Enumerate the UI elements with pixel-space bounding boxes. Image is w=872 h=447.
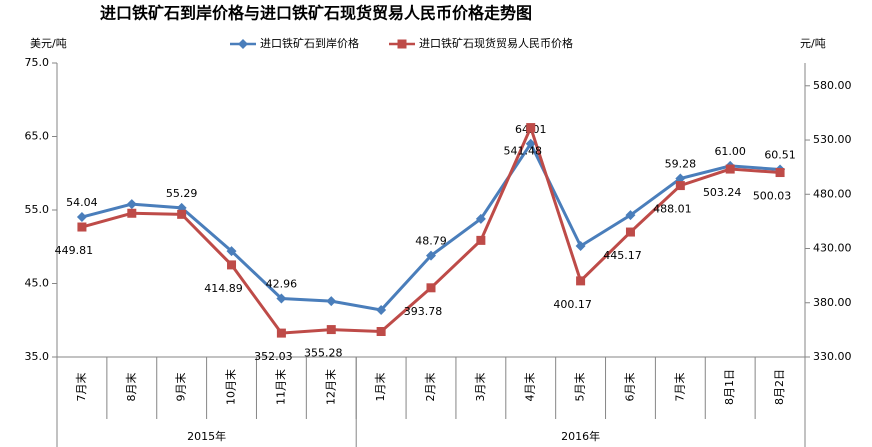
x-tick-label: 9月末 — [174, 373, 188, 402]
y-tick-label: 75.0 — [25, 56, 50, 69]
data-point — [276, 328, 286, 338]
x-tick-label: 4月末 — [523, 373, 537, 402]
x-tick-label: 10月末 — [224, 369, 238, 405]
x-tick-label: 7月末 — [672, 373, 686, 402]
data-label: 503.24 — [703, 186, 742, 199]
data-label: 500.03 — [753, 190, 792, 203]
x-tick-label: 11月末 — [273, 369, 287, 405]
data-point — [576, 276, 586, 286]
y2-tick-label: 380.00 — [813, 296, 852, 309]
x-tick-label: 12月末 — [323, 369, 337, 405]
y-tick-label: 35.0 — [25, 350, 50, 363]
data-point — [77, 222, 87, 232]
y-axis-title: 美元/吨 — [30, 37, 67, 50]
data-label: 445.17 — [603, 249, 642, 262]
data-point — [226, 246, 237, 257]
data-label: 352.03 — [254, 350, 293, 363]
x-tick-label: 3月末 — [473, 373, 487, 402]
x-tick-label: 6月末 — [622, 373, 636, 402]
data-point — [326, 296, 337, 307]
y-tick-label: 45.0 — [25, 277, 50, 290]
data-label: 59.28 — [665, 158, 697, 171]
x-tick-label: 8月末 — [124, 373, 138, 402]
chart-title: 进口铁矿石到岸价格与进口铁矿石现货贸易人民币价格走势图 — [100, 4, 532, 23]
y-tick-label: 65.0 — [25, 130, 50, 143]
data-point — [525, 138, 536, 149]
x-tick-label: 8月2日 — [773, 369, 786, 405]
data-point — [326, 325, 336, 335]
data-label: 400.17 — [553, 298, 592, 311]
data-point — [227, 260, 237, 270]
y2-tick-label: 580.00 — [813, 79, 852, 92]
x-tick-label: 5月末 — [573, 373, 587, 402]
data-point — [276, 293, 287, 304]
y2-tick-label: 430.00 — [813, 242, 852, 255]
data-point — [675, 173, 686, 184]
group-label: 2015年 — [187, 429, 226, 443]
group-label: 2016年 — [561, 429, 600, 443]
data-label: 541.48 — [503, 145, 542, 158]
x-tick-label: 2月末 — [423, 373, 437, 402]
data-label: 488.01 — [653, 203, 692, 216]
data-point — [426, 283, 436, 293]
data-point — [177, 209, 187, 219]
data-point — [775, 168, 785, 178]
data-point — [675, 181, 685, 191]
x-tick-label: 8月1日 — [723, 369, 736, 405]
data-point — [475, 213, 486, 224]
data-point — [476, 235, 486, 245]
data-label: 61.00 — [714, 145, 746, 158]
legend-label: 进口铁矿石到岸价格 — [260, 36, 359, 50]
data-label: 55.29 — [166, 187, 198, 200]
y2-tick-label: 530.00 — [813, 133, 852, 146]
data-label: 42.96 — [266, 277, 298, 290]
data-point — [127, 208, 137, 218]
data-label: 60.51 — [764, 149, 796, 162]
legend-marker — [397, 39, 407, 49]
data-label: 48.79 — [415, 235, 447, 248]
x-tick-label: 1月末 — [373, 373, 387, 402]
data-point — [625, 210, 636, 221]
data-point — [625, 227, 635, 237]
data-point — [725, 164, 735, 174]
data-point — [376, 304, 387, 315]
data-point — [575, 241, 586, 252]
x-tick-label: 7月末 — [74, 373, 88, 402]
data-point — [376, 327, 386, 337]
data-label: 449.81 — [55, 244, 94, 257]
data-label: 393.78 — [404, 305, 443, 318]
data-point — [76, 212, 87, 223]
data-point — [426, 250, 436, 261]
legend-label: 进口铁矿石现货贸易人民币价格 — [419, 36, 573, 50]
data-point — [526, 123, 536, 133]
y2-tick-label: 480.00 — [813, 187, 852, 200]
data-label: 414.89 — [204, 282, 243, 295]
data-label: 54.04 — [66, 196, 98, 209]
y2-axis-title: 元/吨 — [800, 37, 826, 50]
data-point — [126, 199, 137, 210]
data-label: 355.28 — [304, 347, 343, 360]
y-tick-label: 55.0 — [25, 203, 50, 216]
y2-tick-label: 330.00 — [813, 350, 852, 363]
legend-marker — [238, 39, 248, 49]
